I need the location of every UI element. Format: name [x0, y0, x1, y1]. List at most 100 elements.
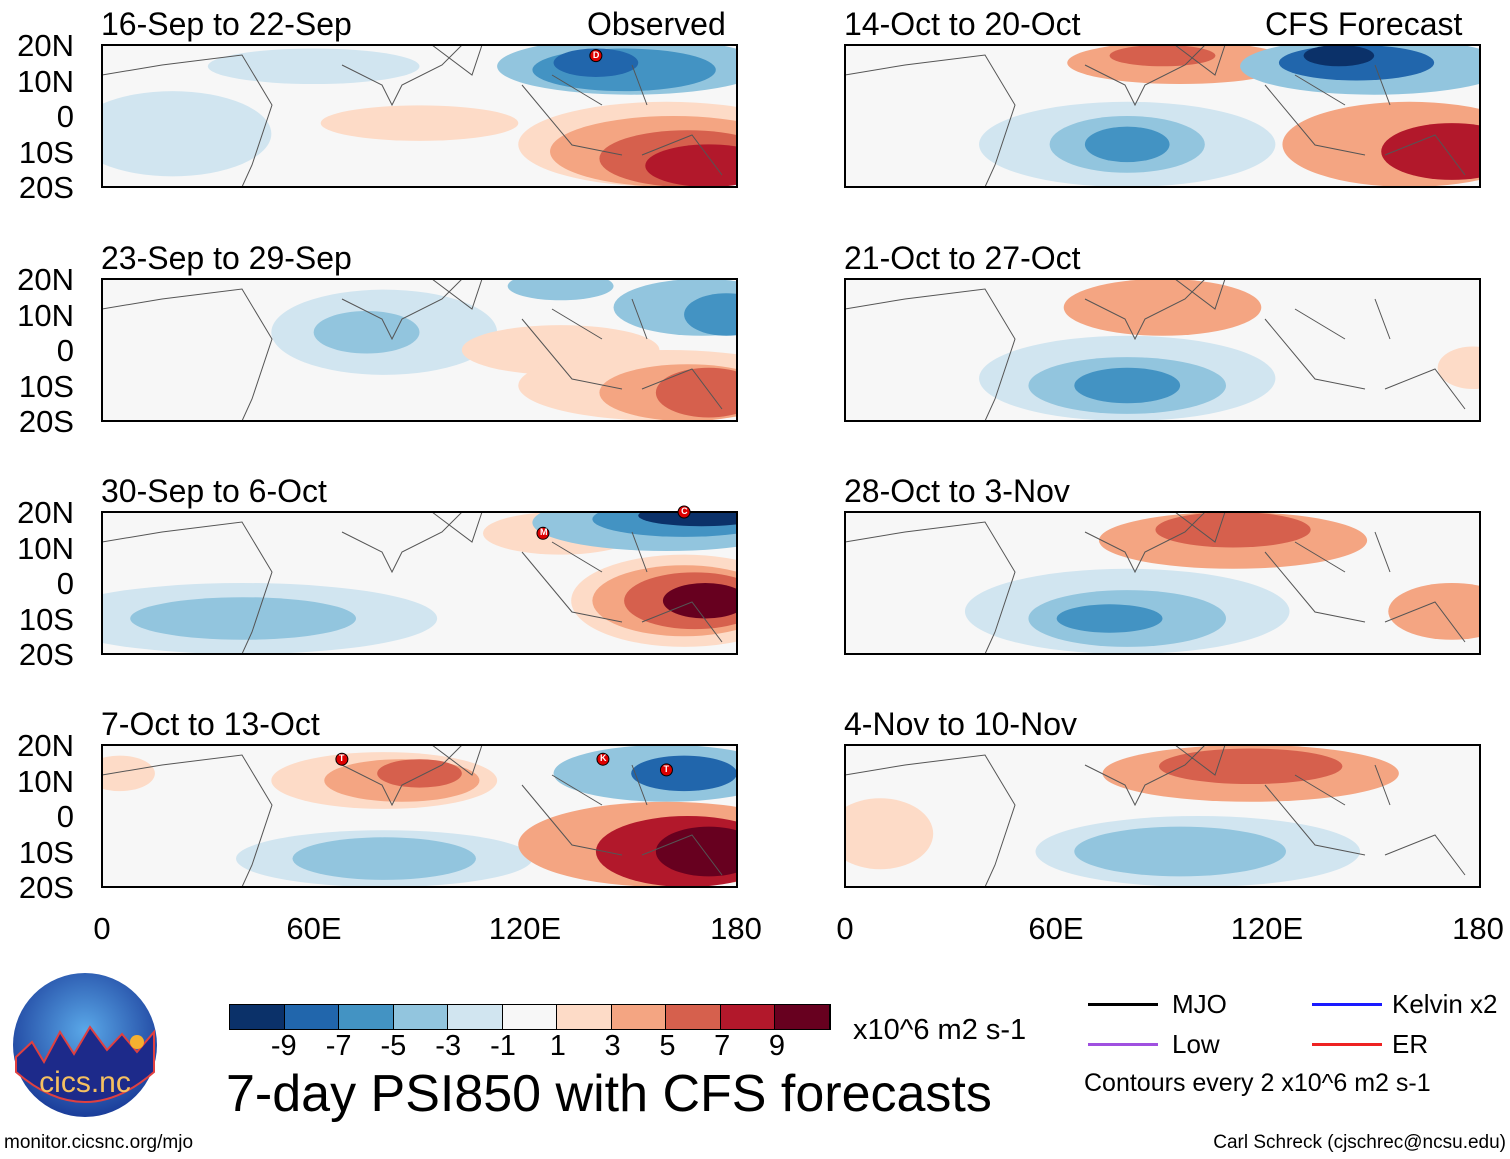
- colorbar-swatch: [339, 1005, 394, 1029]
- coastline: [102, 512, 723, 654]
- panel-title: 7-Oct to 13-Oct: [101, 706, 320, 742]
- observed-heading: Observed: [587, 6, 726, 42]
- colorbar-label: -7: [325, 1030, 352, 1062]
- figure-title: 7-day PSI850 with CFS forecasts: [226, 1065, 992, 1123]
- anomaly-contour: [292, 837, 476, 880]
- y-tick-label: 10N: [17, 763, 74, 799]
- coastline: [102, 279, 723, 421]
- cics-logo: cics.nc: [13, 973, 157, 1117]
- storm-marker-label: K: [599, 753, 607, 764]
- map-panel: [844, 278, 1481, 422]
- storm-marker-label: T: [663, 763, 669, 774]
- colorbar-label: -3: [435, 1030, 462, 1062]
- panel-title: 14-Oct to 20-Oct: [844, 6, 1081, 42]
- legend-line-kelvin: [1312, 1003, 1382, 1006]
- anomaly-contour: [207, 48, 420, 85]
- coastline: [845, 745, 1466, 887]
- anomaly-contour: [313, 310, 420, 354]
- colorbar-swatch: [557, 1005, 612, 1029]
- legend-low: Low: [1172, 1029, 1220, 1059]
- x-tick-left-0: 0: [93, 911, 111, 946]
- colorbar-label: 1: [549, 1030, 566, 1062]
- anomaly-contour: [1074, 826, 1286, 877]
- colorbar-label: 5: [659, 1030, 676, 1062]
- colorbar-swatch: [393, 1005, 448, 1029]
- anomaly-contour: [1303, 45, 1375, 67]
- map-panel: [101, 505, 738, 655]
- colorbar-swatch: [611, 1005, 666, 1029]
- coastline: [845, 45, 1466, 187]
- legend-line-mjo: [1088, 1003, 1158, 1006]
- footer-url[interactable]: monitor.cicsnc.org/mjo: [4, 1132, 194, 1153]
- colorbar-swatch: [230, 1005, 285, 1029]
- anomaly-contour: [1381, 123, 1480, 180]
- colorbar-units: x10^6 m2 s-1: [853, 1014, 1027, 1046]
- map-panel: [844, 511, 1481, 655]
- y-tick-label: 10S: [18, 368, 74, 404]
- colorbar-swatch: [666, 1005, 721, 1029]
- storm-marker-icon: [659, 763, 673, 777]
- y-tick-label: 0: [56, 799, 74, 834]
- panel-border: [844, 44, 1481, 188]
- colorbar-label: 3: [604, 1030, 621, 1062]
- cfs-forecast-heading: CFS Forecast: [1265, 6, 1463, 42]
- x-tick-right-120e: 120E: [1230, 911, 1304, 946]
- panel-border: [844, 511, 1481, 655]
- legend-mjo: MJO: [1172, 989, 1227, 1019]
- anomaly-contour: [1056, 604, 1163, 633]
- colorbar-label: 7: [714, 1030, 731, 1062]
- x-tick-right-60e: 60E: [1028, 911, 1084, 946]
- anomaly-contour: [1158, 748, 1343, 785]
- colorbar-label: -1: [490, 1030, 516, 1062]
- colorbar-label: -5: [380, 1030, 407, 1062]
- storm-marker-icon: [335, 752, 349, 766]
- storm-marker-label: D: [592, 49, 600, 60]
- y-tick-label: 10S: [18, 134, 74, 170]
- panel-title: 4-Nov to 10-Nov: [844, 706, 1077, 742]
- y-tick-label: 20S: [18, 637, 74, 672]
- panel-border: [101, 744, 738, 888]
- anomaly-contour: [638, 512, 737, 527]
- y-tick-label: 20S: [18, 870, 74, 905]
- anomaly-contour: [102, 91, 272, 177]
- map-panel: [101, 44, 738, 188]
- anomaly-contour: [845, 798, 934, 870]
- coastline: [102, 45, 723, 187]
- map-panel: [101, 744, 738, 888]
- panel-border: [844, 744, 1481, 888]
- colorbar-swatch: [284, 1005, 339, 1029]
- panel-border: [101, 44, 738, 188]
- map-panel: [844, 744, 1481, 888]
- coastline: [102, 745, 723, 887]
- anomaly-contour: [553, 48, 639, 77]
- y-tick-label: 0: [56, 566, 74, 601]
- colorbar-swatch: [775, 1005, 830, 1029]
- storm-marker-label: M: [539, 527, 548, 538]
- anomaly-contour: [1084, 126, 1170, 163]
- y-tick-label: 10S: [18, 834, 74, 870]
- anomaly-contour: [645, 144, 737, 187]
- x-tick-left-180: 180: [710, 911, 762, 946]
- panel-border: [101, 278, 738, 422]
- y-tick-label: 20N: [17, 28, 74, 63]
- y-tick-label: 10N: [17, 63, 74, 99]
- storm-marker-label: C: [681, 506, 688, 516]
- svg-text:cics.nc: cics.nc: [39, 1066, 131, 1099]
- panel-border: [844, 278, 1481, 422]
- colorbar-swatch: [448, 1005, 503, 1029]
- colorbar-label: 9: [768, 1030, 786, 1062]
- y-tick-label: 20N: [17, 728, 74, 763]
- y-tick-label: 0: [56, 333, 74, 368]
- map-panel: [101, 278, 738, 422]
- legend-line-er: [1312, 1043, 1382, 1046]
- panel-title: 28-Oct to 3-Nov: [844, 473, 1070, 509]
- anomaly-contour: [1074, 367, 1181, 404]
- storm-marker-icon: [536, 526, 550, 540]
- storm-marker-icon: [596, 752, 610, 766]
- anomaly-contour: [507, 279, 614, 301]
- anomaly-contour: [631, 755, 737, 792]
- panel-title: 30-Sep to 6-Oct: [101, 473, 327, 509]
- anomaly-contour: [684, 293, 737, 336]
- panel-title: 21-Oct to 27-Oct: [844, 240, 1081, 276]
- coastline: [845, 279, 1466, 421]
